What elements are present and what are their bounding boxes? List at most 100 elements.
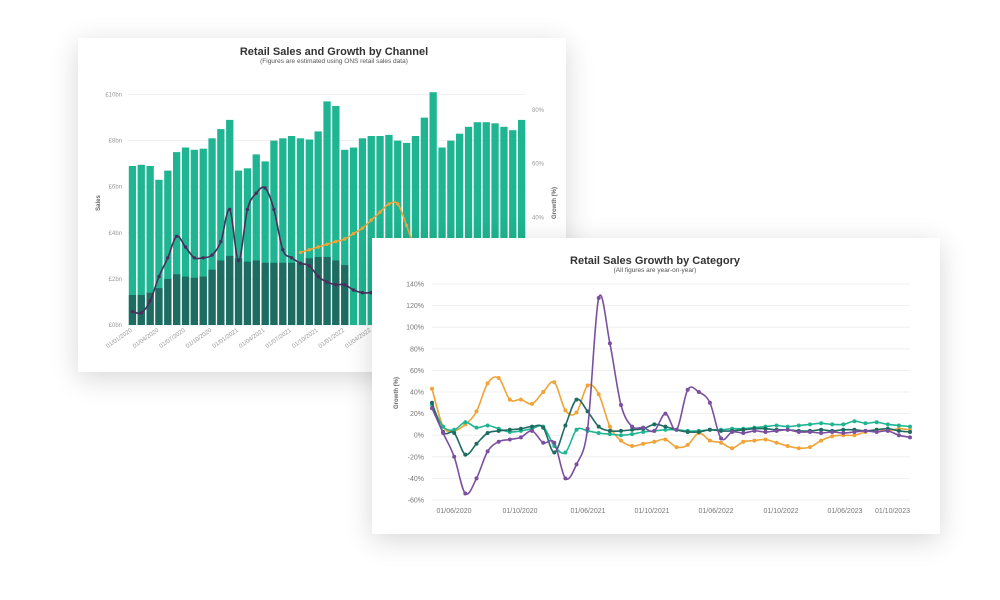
growth-purple-point [351, 288, 356, 292]
purple-category-point [696, 390, 701, 394]
total-sales-bar [491, 123, 499, 325]
dark-green-category-point [685, 430, 690, 434]
growth-purple-point [307, 264, 311, 268]
purple-category-point [507, 437, 512, 442]
chart2-y-tick-label: -40% [408, 476, 424, 483]
total-sales-bar [420, 117, 428, 325]
teal-category-point [908, 424, 912, 429]
total-sales-bar [314, 131, 322, 325]
chart1-y2-tick-label: 60% [532, 162, 545, 168]
category-chart-card: Retail Sales Growth by Category (All fig… [372, 238, 940, 534]
dark-green-category-point [463, 452, 468, 457]
growth-purple-point [210, 253, 214, 257]
growth-orange-point [369, 218, 373, 222]
growth-purple-point [219, 239, 223, 244]
channel-chart-card: Retail Sales and Growth by Channel (Figu… [78, 38, 566, 372]
purple-category-point [730, 430, 735, 434]
growth-purple-point [298, 261, 303, 265]
teal-category-line [431, 404, 911, 455]
teal-category-point [796, 423, 801, 428]
growth-orange-point [351, 231, 356, 236]
total-sales-bar [190, 149, 198, 325]
online-sales-bar [181, 276, 190, 325]
online-sales-bar [217, 260, 225, 325]
dark-green-category-point [452, 431, 457, 435]
chart1-y2-axis-label: Growth (%) [552, 187, 558, 219]
growth-purple-point [130, 309, 135, 314]
purple-category-point [652, 428, 657, 433]
chart2-subtitle: (All figures are year-on-year) [614, 267, 697, 274]
growth-orange-point [298, 250, 303, 255]
orange-category-point [596, 392, 601, 397]
growth-purple-point [254, 191, 258, 195]
total-sales-bar [464, 126, 473, 325]
teal-category-point [574, 427, 579, 432]
purple-category-point [774, 428, 779, 433]
chart2-x-tick-label: 01/10/2023 [875, 508, 910, 515]
teal-category-point [785, 424, 790, 429]
dark-green-category-point [763, 426, 768, 431]
online-sales-bar [305, 258, 313, 325]
orange-category-point [507, 397, 512, 402]
dark-green-category-point [607, 428, 612, 433]
chart1-y-tick-label: £4bn [109, 231, 122, 237]
teal-category-point [808, 422, 812, 427]
dark-green-category-point [619, 428, 623, 433]
chart2-y-tick-label: 120% [406, 303, 424, 310]
orange-category-point [808, 445, 812, 450]
dark-green-category-point [696, 430, 701, 434]
chart1-y-tick-label: £6bn [109, 185, 122, 191]
purple-category-point [541, 440, 546, 445]
total-sales-bar [137, 164, 145, 325]
total-sales-bar [288, 136, 296, 325]
teal-category-point [607, 432, 612, 437]
dark-green-category-point [908, 430, 912, 434]
purple-category-point [763, 430, 768, 434]
purple-category-point [574, 462, 579, 467]
online-sales-bar [341, 265, 349, 325]
total-sales-bar [234, 170, 243, 325]
chart1-x-tick-label: 01/04/2020 [132, 327, 161, 350]
teal-category-point [774, 423, 779, 428]
total-sales-bar [438, 147, 446, 325]
online-sales-bar [288, 262, 296, 325]
dark-green-category-point [474, 441, 479, 446]
online-sales-bar [208, 269, 216, 325]
chart1-x-tick-label: 01/04/2021 [238, 327, 267, 350]
growth-orange-point [378, 210, 382, 214]
purple-category-point [585, 426, 590, 431]
orange-category-point [719, 440, 723, 445]
total-sales-bar [128, 166, 137, 325]
chart2-y-tick-label: 100% [406, 325, 424, 332]
online-sales-bar [173, 274, 181, 325]
dark-green-category-point [430, 400, 434, 405]
online-sales-bar [226, 255, 234, 325]
total-sales-bar [332, 106, 340, 325]
chart1-y2-tick-label: 80% [532, 108, 545, 114]
growth-purple-point [183, 245, 188, 249]
growth-orange-point [307, 248, 311, 252]
total-sales-bar [367, 136, 375, 325]
dark-green-category-point [507, 427, 512, 432]
growth-purple-point [325, 280, 329, 284]
online-sales-bar [155, 288, 163, 325]
purple-category-point [596, 296, 601, 300]
growth-purple-point [334, 283, 338, 287]
chart1-x-tick-label: 01/01/2020 [106, 327, 135, 350]
purple-category-point [785, 427, 790, 432]
chart2-x-tick-label: 01/06/2022 [698, 508, 733, 515]
orange-category-point [574, 410, 579, 415]
purple-category-point [441, 431, 446, 435]
chart2-y-tick-label: 60% [410, 368, 424, 375]
total-sales-bar [243, 168, 252, 325]
purple-category-point [685, 387, 690, 392]
category-chart: Retail Sales Growth by Category (All fig… [394, 255, 912, 515]
teal-category-point [619, 433, 623, 438]
growth-orange-point [387, 202, 391, 206]
dark-green-category-point [552, 450, 557, 455]
orange-category-point [541, 390, 546, 394]
online-sales-bar [252, 260, 260, 325]
teal-category-point [852, 419, 857, 424]
orange-category-point [796, 446, 801, 451]
total-sales-bar [199, 148, 207, 325]
